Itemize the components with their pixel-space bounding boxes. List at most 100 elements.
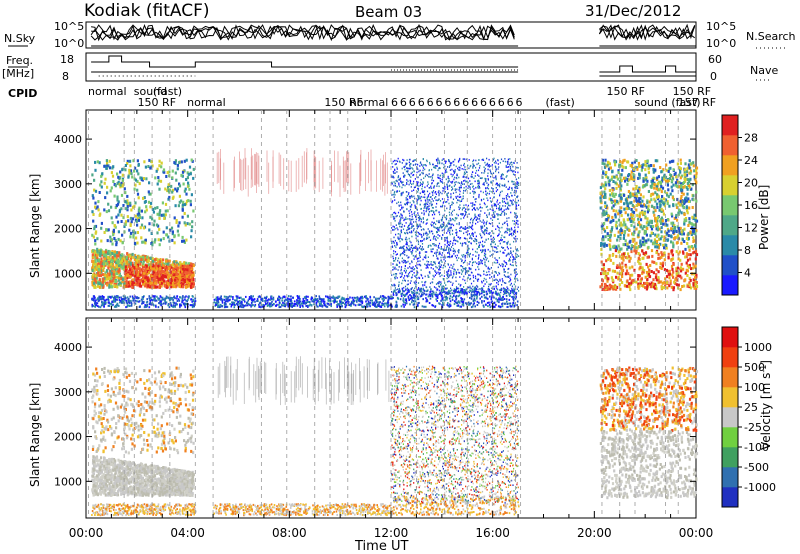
echo-cell	[420, 218, 422, 221]
echo-cell	[441, 238, 443, 240]
echo-cell	[403, 245, 405, 247]
echo-cell	[406, 246, 408, 249]
echo-cell	[430, 267, 432, 269]
echo-cell	[142, 196, 145, 200]
echo-cell	[401, 260, 403, 263]
echo-cell	[184, 296, 186, 299]
echo-cell	[446, 195, 449, 197]
echo-cell	[159, 266, 162, 270]
echo-cell	[469, 296, 471, 299]
echo-cell	[138, 182, 141, 186]
echo-cell	[443, 173, 445, 175]
echo-cell	[91, 275, 94, 279]
echo-cell	[101, 283, 104, 287]
echo-cell	[445, 160, 447, 163]
echo-cell	[94, 224, 98, 228]
echo-cell	[95, 253, 98, 257]
echo-cell	[182, 182, 185, 186]
echo-cell	[180, 304, 183, 307]
echo-cell	[401, 238, 403, 240]
echo-cell	[168, 306, 171, 309]
echo-cell	[410, 270, 412, 273]
echo-cell	[451, 277, 454, 279]
echo-cell	[461, 254, 463, 257]
echo-cell	[177, 298, 180, 301]
echo-cell	[407, 280, 409, 282]
echo-cell	[266, 295, 268, 298]
echo-cell	[483, 225, 486, 227]
echo-cell	[361, 297, 364, 300]
echo-cell	[262, 299, 264, 302]
echo-cell	[416, 295, 419, 298]
echo-cell	[441, 298, 443, 300]
echo-cell	[462, 213, 464, 215]
echo-cell	[365, 295, 367, 298]
echo-cell	[155, 169, 158, 173]
echo-cell	[429, 297, 432, 300]
echo-cell	[417, 298, 420, 301]
echo-cell	[140, 258, 143, 262]
echo-cell	[181, 215, 184, 219]
echo-cell	[121, 168, 124, 172]
echo-cell	[486, 297, 489, 300]
echo-cell	[106, 274, 109, 277]
echo-cell	[393, 242, 395, 244]
echo-cell	[92, 304, 95, 307]
echo-cell	[429, 202, 431, 205]
echo-cell	[183, 304, 186, 307]
echo-cell	[448, 289, 450, 292]
echo-cell	[413, 212, 415, 215]
echo-cell	[496, 298, 499, 301]
echo-cell	[221, 305, 223, 308]
echo-cell	[431, 177, 433, 179]
echo-cell	[158, 297, 160, 300]
echo-cell	[403, 305, 405, 308]
echo-cell	[164, 272, 167, 276]
echo-cell	[112, 180, 115, 183]
echo-cell	[102, 277, 105, 281]
echo-cell	[444, 249, 446, 251]
echo-cell	[142, 240, 145, 244]
echo-cell	[477, 266, 479, 268]
echo-cell	[192, 167, 195, 171]
echo-cell	[439, 180, 441, 182]
echo-cell	[435, 165, 437, 167]
echo-cell	[131, 278, 134, 282]
echo-cell	[442, 214, 444, 217]
echo-cell	[274, 300, 277, 303]
echo-cell	[131, 273, 134, 277]
echo-cell	[254, 303, 257, 306]
echo-cell	[417, 282, 420, 284]
echo-cell	[410, 211, 413, 213]
echo-cell	[111, 256, 114, 260]
echo-cell	[143, 282, 146, 285]
echo-cell	[186, 267, 189, 271]
echo-cell	[158, 274, 161, 278]
echo-cell	[186, 300, 188, 303]
echo-cell	[431, 264, 433, 266]
echo-cell	[471, 225, 473, 228]
echo-cell	[494, 305, 496, 308]
echo-cell	[137, 163, 140, 166]
echo-cell	[230, 305, 233, 308]
echo-cell	[499, 202, 501, 204]
echo-cell	[271, 300, 273, 303]
echo-cell	[482, 240, 484, 243]
echo-cell	[490, 201, 492, 203]
echo-cell	[98, 305, 100, 308]
echo-cell	[126, 274, 129, 278]
echo-cell	[406, 162, 408, 165]
echo-cell	[453, 303, 456, 306]
echo-cell	[514, 216, 516, 218]
echo-cell	[423, 232, 425, 235]
echo-cell	[165, 226, 168, 230]
echo-cell	[511, 202, 513, 204]
echo-cell	[93, 268, 96, 272]
echo-cell	[487, 232, 489, 235]
echo-cell	[481, 243, 483, 246]
echo-cell	[107, 202, 110, 206]
echo-cell	[342, 301, 344, 304]
echo-cell	[340, 302, 343, 305]
echo-cell	[457, 199, 459, 201]
echo-cell	[506, 276, 508, 278]
